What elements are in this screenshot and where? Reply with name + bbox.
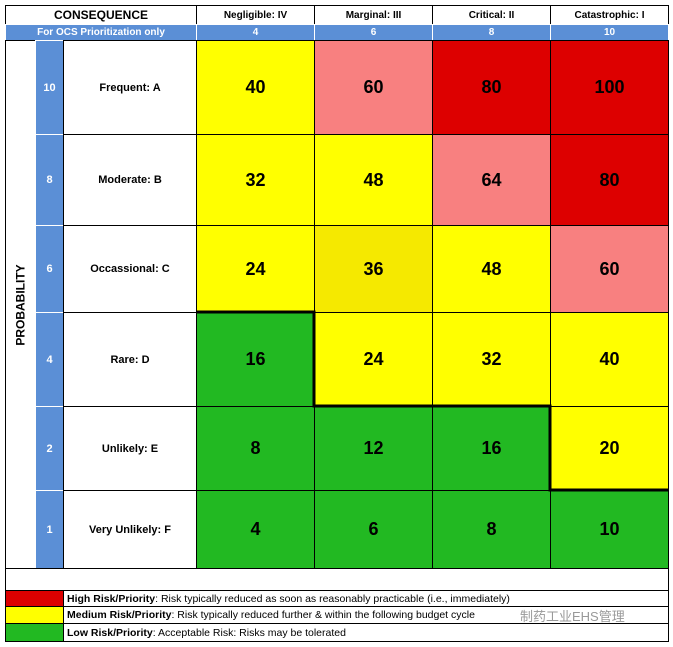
legend-description: : Risk typically reduced as soon as reas… [155,592,510,605]
risk-cell: 60 [314,40,433,135]
row-label: Unlikely: E [63,406,197,491]
row-score: 6 [35,225,64,313]
legend-text: High Risk/Priority: Risk typically reduc… [63,590,669,607]
risk-cell: 40 [550,312,669,407]
legend-label: Medium Risk/Priority [67,609,172,621]
column-score: 8 [432,24,551,41]
risk-cell: 8 [432,490,551,569]
spacer-row [5,568,669,591]
probability-column: PROBABILITY [5,40,36,569]
legend-swatch [5,590,64,607]
risk-cell: 16 [432,406,551,491]
consequence-title: CONSEQUENCE [5,5,197,25]
risk-cell: 48 [314,134,433,226]
column-label: Negligible: IV [196,5,315,25]
row-score: 10 [35,40,64,135]
row-label: Very Unlikely: F [63,490,197,569]
legend-text: Medium Risk/Priority: Risk typically red… [63,606,669,624]
risk-cell: 32 [196,134,315,226]
risk-cell: 12 [314,406,433,491]
column-score: 6 [314,24,433,41]
subtitle: For OCS Prioritization only [5,24,197,41]
row-label: Rare: D [63,312,197,407]
risk-cell: 8 [196,406,315,491]
row-score: 8 [35,134,64,226]
column-label: Critical: II [432,5,551,25]
risk-cell: 24 [196,225,315,313]
legend-text: Low Risk/Priority: Acceptable Risk: Risk… [63,623,669,642]
risk-cell: 24 [314,312,433,407]
risk-cell: 40 [196,40,315,135]
risk-cell: 32 [432,312,551,407]
risk-cell: 6 [314,490,433,569]
probability-label: PROBABILITY [13,263,28,346]
row-score: 4 [35,312,64,407]
risk-cell: 64 [432,134,551,226]
risk-cell: 16 [196,312,315,407]
row-label: Frequent: A [63,40,197,135]
risk-cell: 80 [432,40,551,135]
row-score: 1 [35,490,64,569]
legend-label: High Risk/Priority [67,592,156,605]
risk-cell: 20 [550,406,669,491]
row-label: Moderate: B [63,134,197,226]
legend-swatch [5,623,64,642]
legend-description: : Risk typically reduced further & withi… [171,609,475,621]
risk-cell: 36 [314,225,433,313]
row-label: Occassional: C [63,225,197,313]
risk-cell: 48 [432,225,551,313]
column-score: 4 [196,24,315,41]
legend-swatch [5,606,64,624]
risk-cell: 4 [196,490,315,569]
risk-cell: 10 [550,490,669,569]
column-label: Catastrophic: I [550,5,669,25]
column-score: 10 [550,24,669,41]
legend-description: : Acceptable Risk: Risks may be tolerate… [152,626,346,639]
column-label: Marginal: III [314,5,433,25]
risk-cell: 60 [550,225,669,313]
risk-cell: 80 [550,134,669,226]
legend-label: Low Risk/Priority [67,626,153,639]
row-score: 2 [35,406,64,491]
risk-cell: 100 [550,40,669,135]
